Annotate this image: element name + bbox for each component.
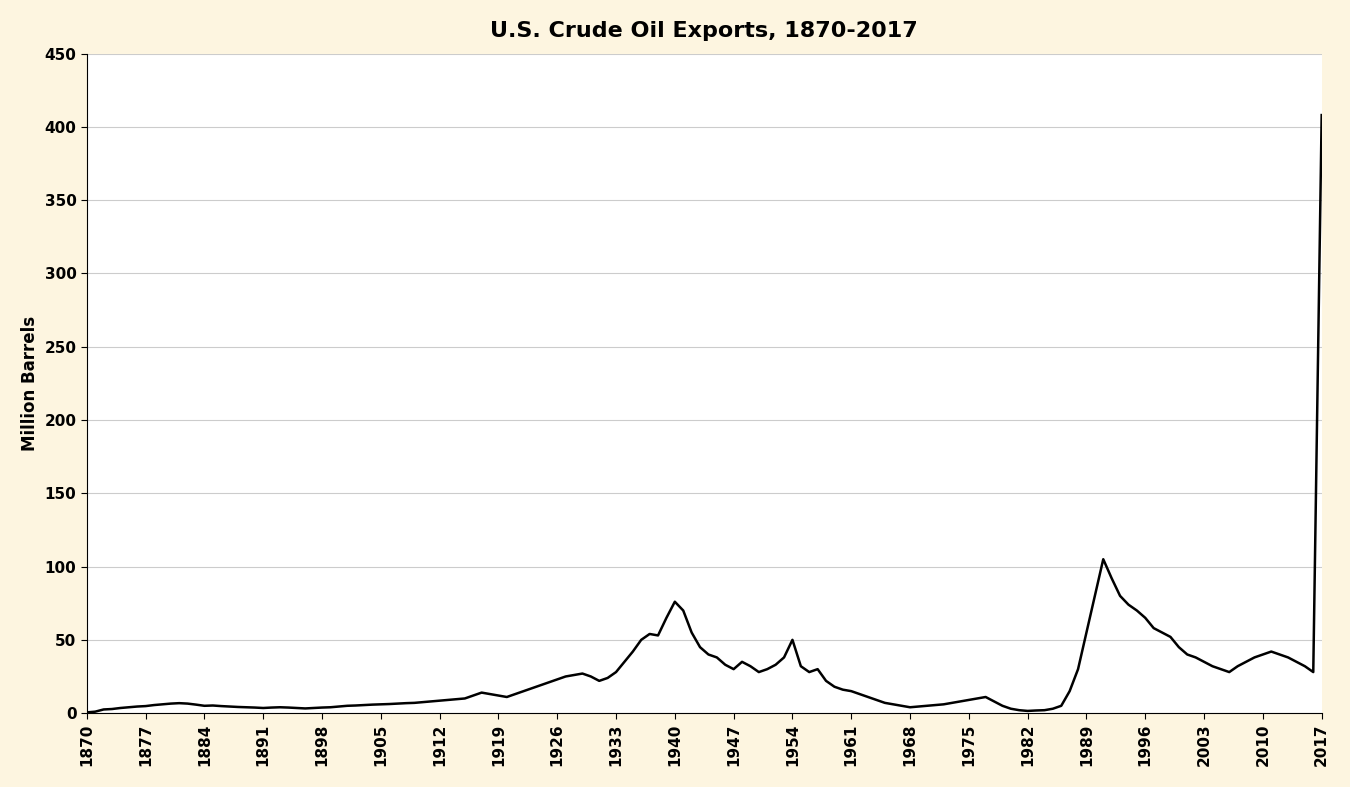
Y-axis label: Million Barrels: Million Barrels xyxy=(20,316,39,451)
Title: U.S. Crude Oil Exports, 1870-2017: U.S. Crude Oil Exports, 1870-2017 xyxy=(490,20,918,41)
